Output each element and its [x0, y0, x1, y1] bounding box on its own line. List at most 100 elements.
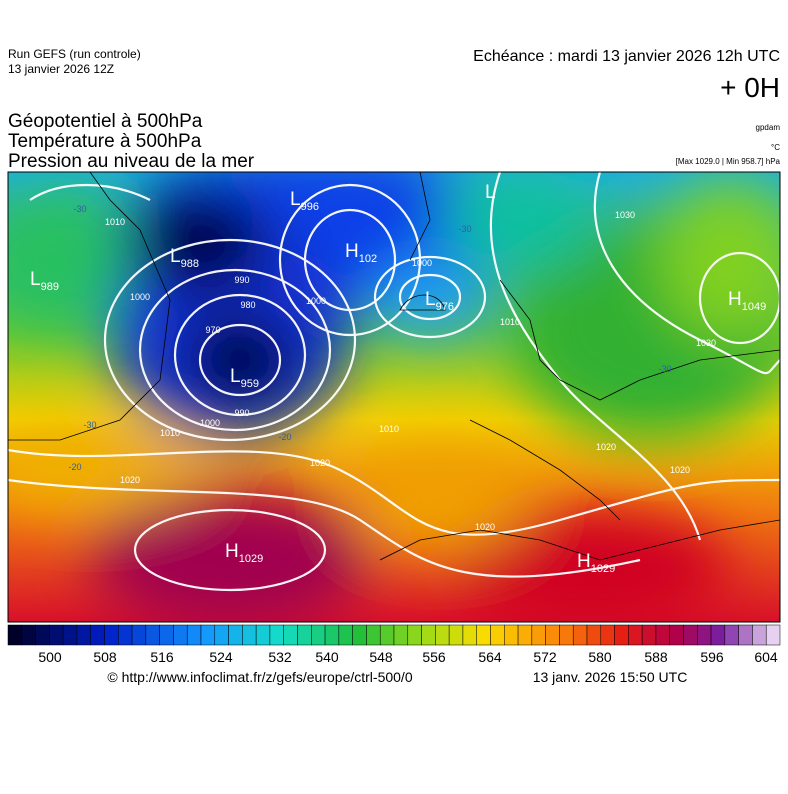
colorbar-tick-label: 588: [644, 649, 668, 665]
colorbar-cell: [393, 624, 409, 646]
colorbar-tick-label: 572: [533, 649, 557, 665]
colorbar-cell: [614, 624, 629, 646]
isobar-label: 1020: [596, 442, 616, 452]
pressure-center: L988: [170, 246, 199, 270]
colorbar-cell: [407, 624, 422, 646]
colorbar-cell: [545, 624, 560, 646]
map-frame: [7, 171, 781, 623]
pressure-center: L: [485, 182, 496, 203]
colorbar-cell: [572, 624, 588, 646]
colorbar-tick-label: 604: [754, 649, 778, 665]
pressure-center: H102: [345, 241, 377, 265]
colorbar-cell: [21, 624, 36, 646]
model: Run GEFS (run controle): [8, 47, 141, 61]
center-kind: L: [230, 366, 241, 387]
isobar-label: 1000: [412, 258, 432, 268]
colorbar-tick-label: 548: [369, 649, 393, 665]
center-value: 102: [359, 253, 377, 265]
colorbar-cell: [421, 624, 436, 646]
center-kind: L: [290, 189, 301, 210]
isotherm-label: -30: [73, 204, 86, 214]
colorbar-cell: [35, 624, 50, 646]
colorbar-cell: [490, 624, 505, 646]
labels: Run GEFS (run controle)13 janvier 2026 1…: [7, 47, 781, 685]
isobar-label: 1030: [696, 338, 716, 348]
center-kind: H: [345, 241, 359, 262]
run: 13 janvier 2026 12Z: [8, 62, 114, 76]
isobar-label: 1020: [670, 465, 690, 475]
colorbar-cell: [641, 624, 657, 646]
colorbar-cell: [435, 624, 450, 646]
isobar-label: 1030: [615, 210, 635, 220]
colorbar-cell: [379, 624, 395, 646]
center-value: 976: [436, 301, 454, 313]
center-value: 989: [41, 281, 59, 293]
colorbar-cell: [765, 624, 781, 646]
colorbar-tick-label: 580: [588, 649, 612, 665]
isotherm-label: -20: [278, 432, 291, 442]
pressure-center: H1049: [728, 289, 766, 313]
colorbar-cell: [669, 624, 684, 646]
colorbar-cell: [145, 624, 160, 646]
footer-date: 13 janv. 2026 15:50 UTC: [533, 669, 688, 685]
isobar-label: 1010: [379, 424, 399, 434]
colorbar-tick-label: 532: [268, 649, 292, 665]
echeance: Echéance : mardi 13 janvier 2026 12h UTC: [473, 48, 780, 65]
colorbar-cell: [49, 624, 64, 646]
isotherm-label: -30: [658, 364, 671, 374]
field-unit: gpdam: [756, 123, 781, 132]
colorbar-cell: [200, 624, 216, 646]
colorbar-cell: [338, 624, 353, 646]
isobar-label: 980: [240, 300, 255, 310]
colorbar-cell: [255, 624, 271, 646]
colorbar-cell: [62, 624, 78, 646]
pressure-center: L976: [425, 289, 454, 313]
center-kind: H: [728, 289, 742, 310]
field-name: Température à 500hPa: [8, 131, 202, 152]
colorbar-cell: [311, 624, 326, 646]
colorbar-cell: [173, 624, 188, 646]
colorbar-cell: [683, 624, 698, 646]
colorbar-cell: [628, 624, 643, 646]
field-unit: °C: [771, 143, 780, 152]
pressure-center: L989: [30, 269, 59, 293]
isotherm-label: -30: [83, 420, 96, 430]
colorbar-cell: [159, 624, 174, 646]
isobar-label: 1010: [160, 428, 180, 438]
pressure-center: H1029: [225, 541, 263, 565]
colorbar-cell: [242, 624, 257, 646]
colorbar-cell: [131, 624, 147, 646]
pressure-center: L959: [230, 366, 259, 390]
colorbar-cell: [655, 624, 670, 646]
colorbar-tick-label: 564: [478, 649, 502, 665]
colorbar-cell: [600, 624, 615, 646]
colorbar-cell: [531, 624, 546, 646]
colorbar-cell: [186, 624, 202, 646]
isobar-label: 1020: [475, 522, 495, 532]
colorbar-cell: [462, 624, 477, 646]
colorbar-cell: [269, 624, 284, 646]
isobar-label: 1000: [200, 418, 220, 428]
colorbar-cell: [517, 624, 533, 646]
colorbar-cell: [697, 624, 712, 646]
isobar-label: 970: [205, 325, 220, 335]
colorbar-tick-label: 516: [150, 649, 174, 665]
isotherm-label: -20: [68, 462, 81, 472]
field-name: Pression au niveau de la mer: [8, 151, 255, 172]
pressure-center: H1029: [577, 551, 615, 575]
colorbar-cell: [476, 624, 491, 646]
pressure-center: L996: [290, 189, 319, 213]
colorbar-tick-label: 508: [93, 649, 117, 665]
colorbar-cell: [352, 624, 367, 646]
isobar-label: 1020: [310, 458, 330, 468]
colorbar-cell: [448, 624, 464, 646]
colorbar-tick-label: 540: [315, 649, 339, 665]
colorbar-cell: [366, 624, 381, 646]
colorbar-tick-label: 524: [209, 649, 233, 665]
isobar-label: 990: [234, 408, 249, 418]
colorbar-cell: [586, 624, 602, 646]
center-kind: H: [577, 551, 591, 572]
center-kind: L: [425, 289, 436, 310]
